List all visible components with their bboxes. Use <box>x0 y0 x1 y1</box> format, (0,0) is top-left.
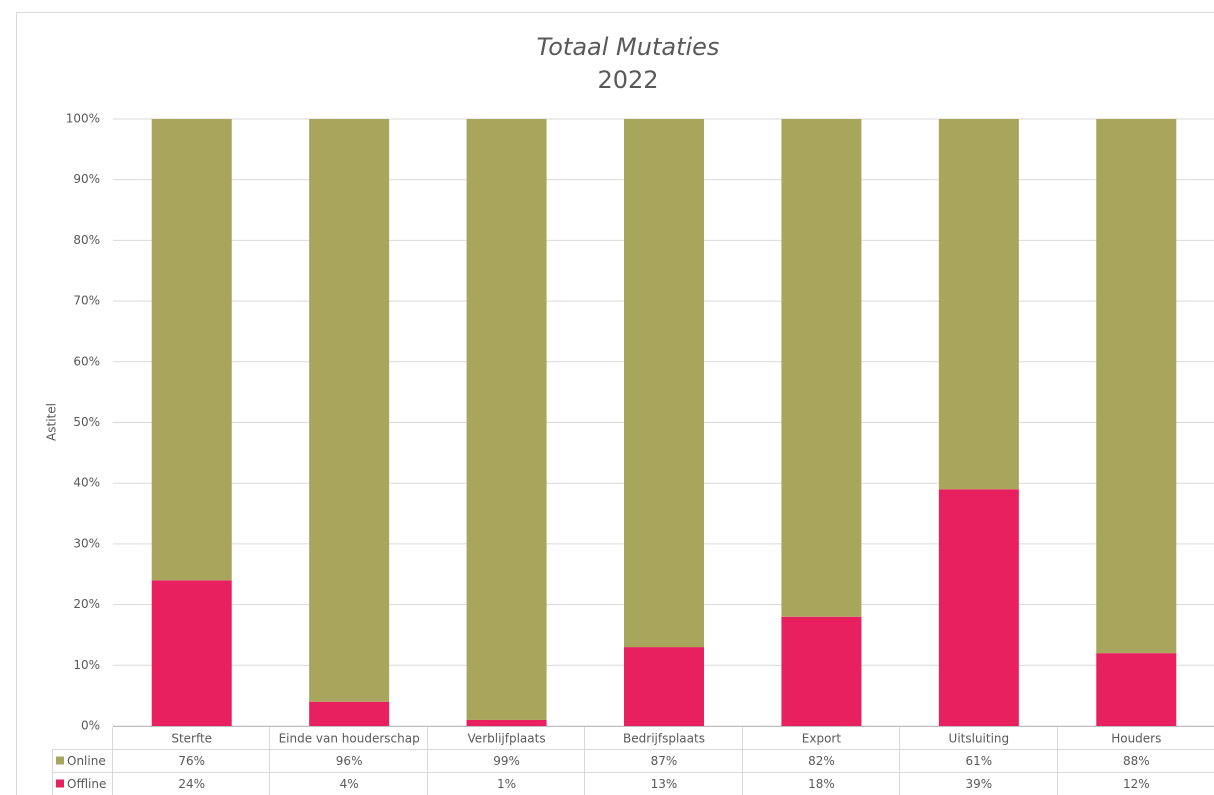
bar-segment <box>1096 119 1177 654</box>
y-tick-label: 70% <box>73 294 100 308</box>
bar-segment <box>151 580 232 726</box>
bar-segment <box>151 119 232 581</box>
chart-border <box>16 12 1214 795</box>
bar-segment <box>309 119 390 702</box>
x-tick-label: Bedrijfsplaats <box>623 732 705 746</box>
table-cell: 1% <box>497 777 516 791</box>
y-tick-label: 100% <box>66 112 100 126</box>
table-cell: 13% <box>651 777 678 791</box>
y-tick-label: 40% <box>73 476 100 490</box>
bar-segment <box>624 119 704 648</box>
bar-segment <box>624 647 704 726</box>
table-cell: 4% <box>340 777 359 791</box>
chart-title: Totaal Mutaties <box>537 33 720 61</box>
legend-label: Offline <box>67 777 106 791</box>
table-cell: 76% <box>178 754 205 768</box>
bar-segment <box>466 119 547 720</box>
table-cell: 88% <box>1123 754 1150 768</box>
bar-segment <box>1096 653 1177 726</box>
table-cell: 18% <box>808 777 835 791</box>
bar-segment <box>938 489 1019 726</box>
y-tick-label: 90% <box>73 172 100 186</box>
table-cell: 12% <box>1123 777 1150 791</box>
table-cell: 24% <box>178 777 205 791</box>
bar-segment <box>938 119 1019 490</box>
x-tick-label: Export <box>802 732 842 746</box>
x-tick-label: Sterfte <box>171 732 212 746</box>
bar-segment <box>781 616 862 726</box>
legend-label: Online <box>67 754 106 768</box>
x-tick-label: Houders <box>1111 732 1161 746</box>
bar-segment <box>466 719 547 726</box>
table-cell: 61% <box>966 754 993 768</box>
table-cell: 96% <box>336 754 363 768</box>
y-tick-label: 50% <box>73 415 100 429</box>
y-tick-label: 60% <box>73 354 100 368</box>
legend-key <box>56 756 64 765</box>
y-tick-label: 10% <box>73 658 100 672</box>
y-axis-title: Astitel <box>45 403 59 441</box>
y-tick-label: 30% <box>73 536 100 550</box>
legend-key <box>56 779 64 788</box>
table-cell: 99% <box>493 754 520 768</box>
bar-segment <box>781 119 862 617</box>
x-tick-label: Verblijfplaats <box>468 732 546 746</box>
y-tick-label: 80% <box>73 233 100 247</box>
chart-subtitle: 2022 <box>597 66 658 94</box>
bar-segment <box>309 701 390 726</box>
table-cell: 39% <box>966 777 993 791</box>
table-cell: 87% <box>651 754 678 768</box>
table-cell: 82% <box>808 754 835 768</box>
y-tick-label: 20% <box>73 597 100 611</box>
x-tick-label: Einde van houderschap <box>279 732 420 746</box>
x-tick-label: Uitsluiting <box>949 732 1010 746</box>
y-tick-label: 0% <box>81 719 100 733</box>
